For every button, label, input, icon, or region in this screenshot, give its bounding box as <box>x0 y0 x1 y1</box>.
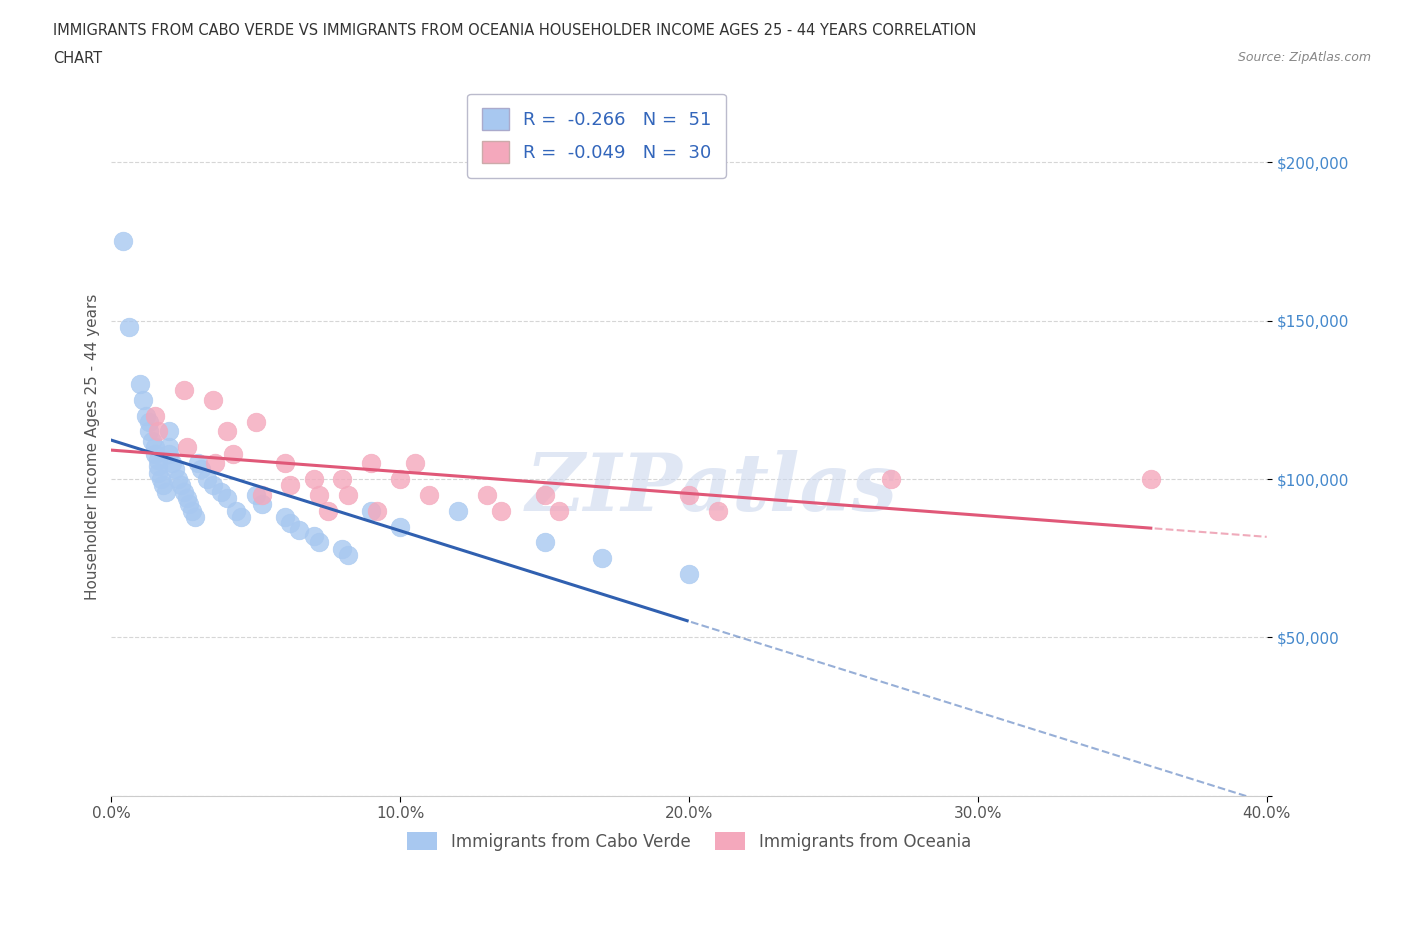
Point <box>366 503 388 518</box>
Point <box>245 415 267 430</box>
Point <box>176 440 198 455</box>
Point <box>273 456 295 471</box>
Point <box>316 503 339 518</box>
Point <box>533 535 555 550</box>
Point <box>157 440 180 455</box>
Point <box>184 510 207 525</box>
Point <box>332 472 354 486</box>
Point <box>155 485 177 499</box>
Point <box>146 424 169 439</box>
Point <box>404 456 426 471</box>
Point <box>132 392 155 407</box>
Point <box>204 456 226 471</box>
Point <box>360 456 382 471</box>
Point <box>138 415 160 430</box>
Point <box>332 541 354 556</box>
Point <box>181 503 204 518</box>
Point <box>118 319 141 334</box>
Point <box>533 487 555 502</box>
Point <box>222 446 245 461</box>
Point <box>273 510 295 525</box>
Point <box>308 535 330 550</box>
Point <box>187 456 209 471</box>
Point <box>146 458 169 473</box>
Point <box>143 408 166 423</box>
Point <box>209 485 232 499</box>
Point <box>250 487 273 502</box>
Point <box>308 487 330 502</box>
Text: ZIPatlas: ZIPatlas <box>526 450 898 528</box>
Point <box>302 528 325 543</box>
Point <box>215 491 238 506</box>
Point <box>418 487 440 502</box>
Point <box>160 456 183 471</box>
Point <box>215 424 238 439</box>
Point <box>146 465 169 480</box>
Point <box>146 453 169 468</box>
Point <box>491 503 513 518</box>
Point <box>152 478 174 493</box>
Point <box>170 478 193 493</box>
Point <box>149 472 172 486</box>
Point <box>707 503 730 518</box>
Point <box>201 392 224 407</box>
Point <box>447 503 470 518</box>
Point <box>548 503 571 518</box>
Text: CHART: CHART <box>53 51 103 66</box>
Point <box>678 487 700 502</box>
Point <box>163 462 186 477</box>
Point <box>111 233 134 248</box>
Point <box>129 377 152 392</box>
Point <box>678 566 700 581</box>
Point <box>288 523 311 538</box>
Point <box>231 510 253 525</box>
Point <box>179 497 201 512</box>
Point <box>250 497 273 512</box>
Point <box>157 446 180 461</box>
Point <box>157 424 180 439</box>
Point <box>1140 472 1163 486</box>
Point <box>141 433 163 448</box>
Point <box>280 516 302 531</box>
Point <box>591 551 613 565</box>
Point <box>143 446 166 461</box>
Point <box>302 472 325 486</box>
Point <box>166 472 188 486</box>
Point <box>173 485 195 499</box>
Y-axis label: Householder Income Ages 25 - 44 years: Householder Income Ages 25 - 44 years <box>86 294 100 601</box>
Point <box>225 503 247 518</box>
Point <box>143 440 166 455</box>
Point <box>138 424 160 439</box>
Point <box>475 487 498 502</box>
Point <box>195 472 218 486</box>
Point <box>173 383 195 398</box>
Point <box>389 519 412 534</box>
Point <box>360 503 382 518</box>
Point <box>135 408 157 423</box>
Point <box>245 487 267 502</box>
Point <box>880 472 903 486</box>
Legend: Immigrants from Cabo Verde, Immigrants from Oceania: Immigrants from Cabo Verde, Immigrants f… <box>401 826 977 857</box>
Point <box>337 487 360 502</box>
Point <box>201 478 224 493</box>
Text: Source: ZipAtlas.com: Source: ZipAtlas.com <box>1237 51 1371 64</box>
Point <box>190 462 212 477</box>
Point <box>176 491 198 506</box>
Point <box>389 472 412 486</box>
Text: IMMIGRANTS FROM CABO VERDE VS IMMIGRANTS FROM OCEANIA HOUSEHOLDER INCOME AGES 25: IMMIGRANTS FROM CABO VERDE VS IMMIGRANTS… <box>53 23 977 38</box>
Point <box>337 548 360 563</box>
Point <box>280 478 302 493</box>
